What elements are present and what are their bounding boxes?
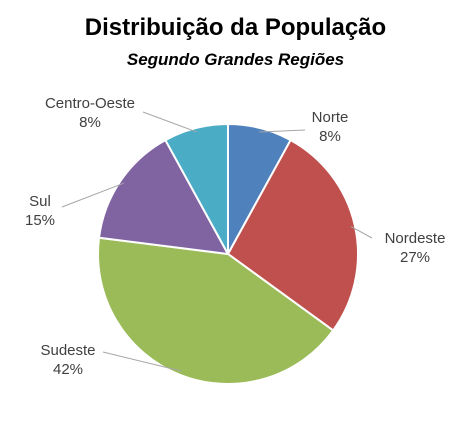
- slice-value-norte: 8%: [319, 128, 341, 145]
- pie-slice-sudeste: [97, 236, 335, 385]
- slice-value-nordeste: 27%: [400, 249, 430, 266]
- pie-slice-nordeste: [226, 138, 359, 332]
- leader-line-nordeste: [350, 226, 373, 239]
- pie-slice-centro-oeste: [164, 122, 229, 255]
- leader-line-centro-oeste: [142, 111, 197, 133]
- leader-line-sudeste: [102, 351, 182, 372]
- slice-value-sudeste: 42%: [53, 361, 83, 378]
- slice-label-sudeste: Sudeste: [40, 342, 95, 359]
- slice-label-norte: Norte: [312, 109, 349, 126]
- slice-value-sul: 15%: [25, 212, 55, 229]
- leader-line-norte: [259, 129, 306, 133]
- slice-label-sul: Sul: [29, 193, 51, 210]
- chart-title: Distribuição da População: [84, 14, 387, 41]
- chart-subtitle: Segundo Grandes Regiões: [126, 50, 345, 69]
- slice-label-centro-oeste: Centro-Oeste: [45, 95, 135, 112]
- slice-value-centro-oeste: 8%: [79, 114, 101, 131]
- slice-label-nordeste: Nordeste: [385, 230, 446, 247]
- pie-slice-sul: [97, 138, 230, 256]
- leader-line-sul: [61, 182, 124, 208]
